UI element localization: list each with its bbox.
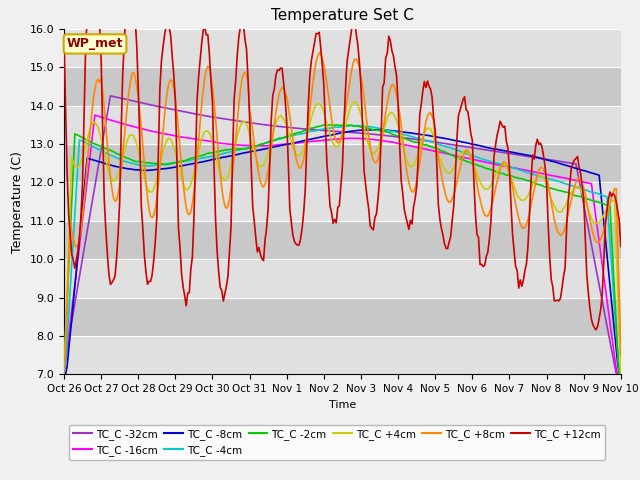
Bar	[64, 221, 621, 259]
Bar	[64, 182, 621, 221]
Title: Temperature Set C: Temperature Set C	[271, 9, 414, 24]
Bar	[64, 67, 621, 106]
Text: WP_met: WP_met	[67, 37, 124, 50]
X-axis label: Time: Time	[329, 400, 356, 409]
Y-axis label: Temperature (C): Temperature (C)	[11, 151, 24, 252]
Bar	[64, 144, 621, 182]
Bar	[64, 298, 621, 336]
Legend: TC_C -32cm, TC_C -16cm, TC_C -8cm, TC_C -4cm, TC_C -2cm, TC_C +4cm, TC_C +8cm, T: TC_C -32cm, TC_C -16cm, TC_C -8cm, TC_C …	[69, 424, 605, 460]
Bar	[64, 29, 621, 67]
Bar	[64, 259, 621, 298]
Bar	[64, 336, 621, 374]
Bar	[64, 106, 621, 144]
